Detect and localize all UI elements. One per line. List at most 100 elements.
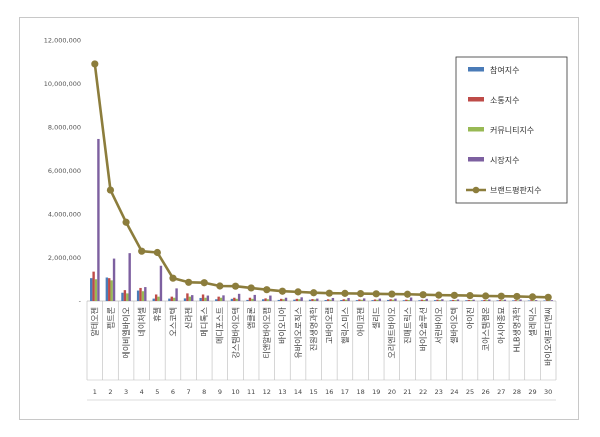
legend-marker: [472, 186, 480, 194]
line-point: [372, 290, 380, 298]
rank-label: 30: [544, 388, 552, 396]
bar: [355, 300, 359, 301]
line-point: [169, 274, 177, 282]
bar: [152, 298, 155, 301]
bar: [230, 298, 234, 301]
bar: [90, 278, 93, 301]
rank-label: 26: [482, 388, 490, 396]
rank-label: 25: [466, 388, 474, 396]
rank-label: 13: [278, 388, 286, 396]
bar: [92, 271, 95, 301]
category-label: 펩트론: [105, 307, 115, 329]
line-point: [310, 289, 318, 297]
bar: [110, 280, 113, 301]
line-point: [122, 218, 130, 226]
line-point: [231, 282, 240, 290]
bar: [378, 298, 382, 301]
bar: [121, 292, 124, 301]
rank-label: 23: [435, 388, 443, 396]
brand-reputation-chart: - 2,000,000 4,000,000 6,000,000 8,000,000 10,…: [44, 37, 568, 401]
line-point: [91, 60, 99, 68]
bar: [532, 300, 535, 301]
bar: [204, 297, 207, 301]
bar: [340, 300, 343, 301]
bar: [139, 287, 142, 301]
bar: [373, 299, 377, 301]
bar: [284, 297, 288, 301]
rank-label: 16: [325, 388, 333, 396]
legend-label: 소통지수: [490, 96, 519, 105]
rank-label: 20: [388, 388, 396, 396]
bar: [248, 297, 252, 301]
category-label: 셀레믹스: [527, 307, 537, 336]
bar: [308, 299, 312, 301]
line-point: [513, 292, 521, 301]
bar: [534, 300, 538, 301]
y-tick-label: 8,000,000: [48, 124, 81, 132]
bar: [362, 298, 366, 301]
category-label: 메디톡스: [200, 307, 209, 336]
rank-label: 4: [140, 388, 144, 396]
category-label: HLB생명과학: [512, 306, 522, 352]
bar: [282, 299, 285, 301]
y-tick-label: 4,000,000: [48, 211, 81, 219]
rank-label: 24: [450, 388, 458, 396]
legend-swatch: [468, 127, 484, 132]
category-label: 아시아종묘: [496, 307, 506, 344]
bar: [423, 300, 426, 301]
line-point: [216, 282, 224, 290]
category-label: 셀바이오텍: [449, 307, 459, 344]
category-label: 에이비엘바이오: [121, 307, 131, 359]
rank-label: 5: [155, 388, 159, 396]
line-point: [106, 186, 115, 194]
rank-label: 1: [93, 388, 97, 396]
rank-label: 3: [124, 388, 128, 396]
bar: [293, 299, 296, 301]
bar: [235, 298, 238, 301]
line-point: [482, 292, 490, 300]
bar: [199, 297, 202, 301]
bar: [186, 293, 189, 301]
bar: [97, 138, 100, 301]
line-point: [325, 289, 333, 297]
bar: [394, 298, 397, 301]
bar: [485, 300, 489, 301]
bar: [342, 299, 345, 301]
bar: [387, 299, 390, 301]
line-point: [544, 293, 552, 301]
bar: [295, 298, 299, 301]
rank-label: 6: [171, 388, 175, 396]
category-label: 오스코텍: [168, 307, 178, 336]
line-point: [153, 248, 161, 257]
rank-label: 15: [310, 388, 318, 396]
bar: [269, 295, 272, 301]
category-label: 티앤알바이오팹: [262, 307, 272, 359]
bar: [550, 300, 553, 301]
bar: [527, 300, 531, 301]
bar: [183, 298, 187, 301]
bar: [157, 296, 160, 301]
bar: [514, 300, 517, 301]
rank-label: 11: [247, 388, 255, 396]
bar: [512, 300, 515, 301]
line-point: [138, 247, 146, 255]
bar: [237, 293, 241, 301]
category-label: 진원생명과학: [308, 306, 318, 351]
bar: [402, 300, 406, 301]
category-label: 헬릭스미스: [340, 307, 350, 344]
line-point: [528, 293, 537, 301]
category-label: 메디포스트: [216, 307, 225, 344]
bar: [300, 297, 303, 301]
bar: [344, 299, 348, 301]
bar: [233, 297, 236, 301]
category-label: 서린바이오: [434, 307, 444, 344]
bar: [451, 299, 455, 301]
bar: [449, 300, 452, 301]
bar: [436, 299, 439, 301]
bar: [483, 299, 486, 301]
bar: [433, 300, 437, 301]
bar: [480, 300, 484, 301]
rank-label: 19: [372, 388, 380, 396]
bar: [389, 299, 392, 301]
bar: [418, 300, 421, 301]
